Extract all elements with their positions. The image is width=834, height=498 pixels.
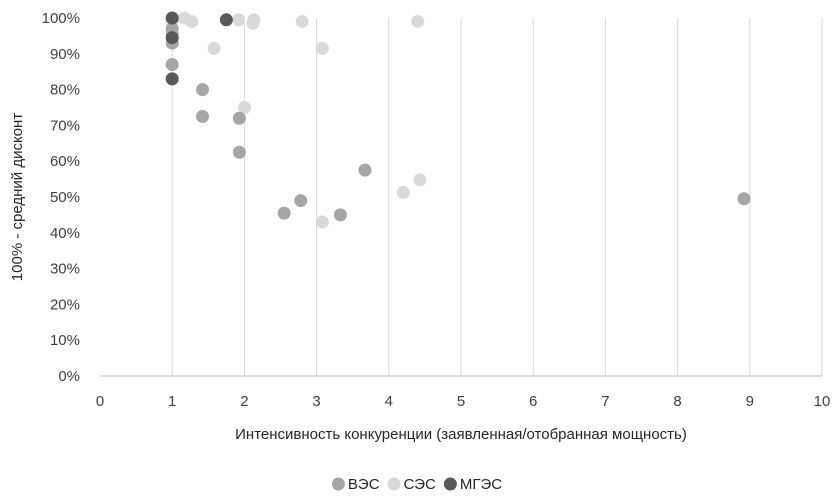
data-point-ВЭС (358, 163, 372, 177)
legend-item-СЭС: СЭС (387, 476, 436, 493)
x-tick-labels: 0 1 2 3 4 5 6 7 8 9 10 (96, 393, 831, 410)
data-point-ВЭС (277, 206, 291, 220)
data-point-СЭС (396, 185, 410, 199)
x-tick-label: 8 (673, 393, 681, 410)
data-point-СЭС (413, 173, 427, 187)
data-point-МГЭС (165, 72, 179, 86)
y-tick-labels: 0% 10% 20% 30% 40% 50% 60% 70% 80% 90% 100% (42, 10, 80, 385)
data-point-МГЭС (165, 11, 179, 25)
data-points (165, 11, 751, 229)
data-point-ВЭС (232, 145, 246, 159)
x-tick-label: 7 (601, 393, 609, 410)
y-tick-label: 20% (50, 296, 80, 313)
x-tick-label: 6 (529, 393, 537, 410)
y-tick-label: 70% (50, 117, 80, 134)
y-tick-label: 50% (50, 189, 80, 206)
legend-marker (331, 477, 345, 491)
data-point-ВЭС (165, 22, 179, 36)
y-tick-label: 30% (50, 261, 80, 278)
y-tick-label: 100% (42, 10, 80, 27)
legend-marker (387, 477, 401, 491)
data-point-ВЭС (294, 194, 308, 208)
legend-item-МГЭС: МГЭС (443, 476, 502, 493)
data-point-СЭС (232, 13, 246, 27)
data-point-ВЭС (196, 109, 210, 123)
data-point-СЭС (237, 101, 251, 114)
x-tick-label: 4 (385, 393, 393, 410)
x-tick-label: 0 (96, 393, 104, 410)
gridlines (171, 18, 823, 376)
data-point-СЭС (411, 15, 425, 29)
data-point-ВЭС (232, 111, 246, 125)
x-tick-label: 10 (814, 393, 831, 410)
y-tick-label: 80% (50, 82, 80, 99)
data-point-ВЭС (196, 83, 210, 97)
x-axis-title: Интенсивность конкуренции (заявленная/от… (235, 426, 687, 443)
legend: ВЭС СЭС МГЭС (331, 476, 502, 493)
y-tick-label: 90% (50, 46, 80, 63)
x-tick-label: 5 (457, 393, 465, 410)
data-point-ВЭС (737, 192, 751, 206)
legend-label: ВЭС (348, 476, 380, 493)
data-point-СЭС (315, 41, 329, 55)
x-tick-label: 1 (168, 393, 176, 410)
data-point-СЭС (247, 13, 261, 27)
data-point-СЭС (315, 215, 329, 229)
data-point-МГЭС (165, 31, 179, 45)
data-point-ВЭС (333, 208, 347, 222)
x-tick-label: 3 (312, 393, 320, 410)
data-point-СЭС (185, 15, 199, 29)
data-point-СЭС (207, 41, 221, 55)
data-point-ВЭС (165, 58, 179, 72)
data-point-МГЭС (219, 13, 233, 27)
y-axis-title: 100% - средний дисконт (9, 113, 26, 281)
x-tick-label: 2 (240, 393, 248, 410)
legend-item-ВЭС: ВЭС (331, 476, 380, 493)
y-tick-label: 40% (50, 225, 80, 242)
legend-marker (443, 477, 457, 491)
x-tick-label: 9 (746, 393, 754, 410)
data-point-СЭС (295, 15, 309, 29)
y-tick-label: 10% (50, 332, 80, 349)
legend-label: СЭС (404, 476, 436, 493)
y-tick-label: 60% (50, 153, 80, 170)
y-tick-label: 0% (58, 368, 80, 385)
legend-label: МГЭС (460, 476, 502, 493)
